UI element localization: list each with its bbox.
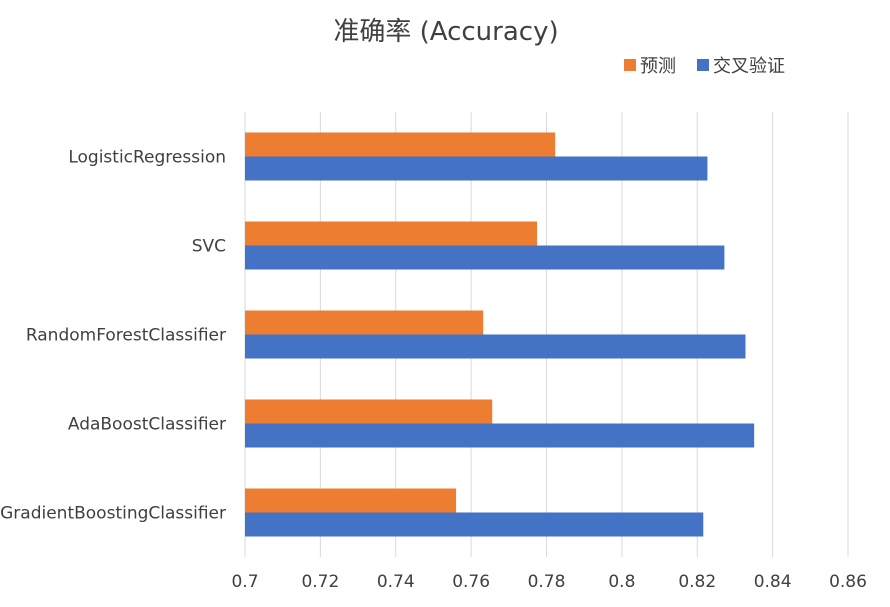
x-tick-label: 0.84 <box>754 572 792 592</box>
x-tick-label: 0.8 <box>608 572 635 592</box>
legend-label-cross-validation: 交叉验证 <box>713 56 785 77</box>
x-tick-label: 0.78 <box>528 572 566 592</box>
x-tick-label: 0.82 <box>678 572 716 592</box>
bar-predict <box>245 221 538 246</box>
bar-cross-validation <box>245 245 725 270</box>
bar-predict <box>245 132 556 157</box>
bar-predict <box>245 399 493 424</box>
bar-cross-validation <box>245 512 704 537</box>
bar-cross-validation <box>245 334 746 359</box>
bar-predict <box>245 488 457 513</box>
category-label: GradientBoostingClassifier <box>0 504 226 524</box>
category-label: SVC <box>192 237 226 257</box>
x-tick-label: 0.72 <box>301 572 339 592</box>
legend-swatch-predict <box>624 59 636 71</box>
category-label: LogisticRegression <box>68 148 226 168</box>
x-tick-label: 0.86 <box>829 572 867 592</box>
chart-title: 准确率 (Accuracy) <box>333 17 558 47</box>
x-tick-label: 0.7 <box>231 572 258 592</box>
category-label: AdaBoostClassifier <box>68 415 226 435</box>
x-tick-label: 0.76 <box>452 572 490 592</box>
legend-label-predict: 预测 <box>640 56 676 77</box>
bars <box>245 132 755 537</box>
category-label: RandomForestClassifier <box>26 326 226 346</box>
x-axis-ticks: 0.7 0.72 0.74 0.76 0.78 0.8 0.82 0.84 0.86 <box>231 572 866 592</box>
bar-cross-validation <box>245 423 755 448</box>
legend: 预测 交叉验证 <box>624 56 785 77</box>
category-labels: LogisticRegression SVC RandomForestClassif… <box>0 148 226 524</box>
bar-predict <box>245 310 484 335</box>
x-tick-label: 0.74 <box>377 572 415 592</box>
legend-swatch-cross-validation <box>697 59 709 71</box>
bar-cross-validation <box>245 156 708 181</box>
